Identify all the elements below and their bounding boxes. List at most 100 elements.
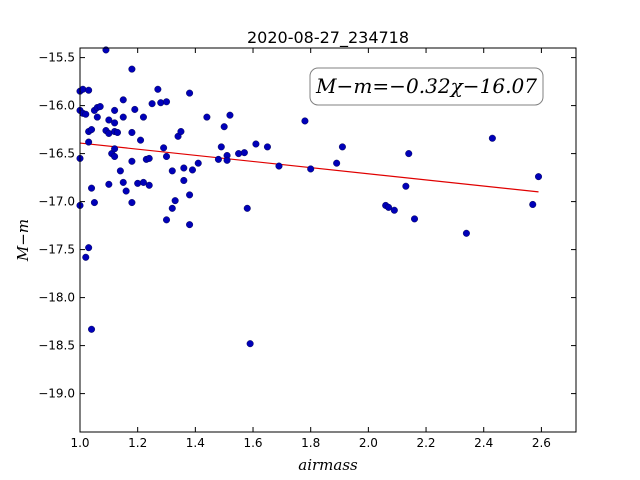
data-point-14: [85, 244, 93, 252]
data-point-81: [275, 162, 283, 170]
x-tick-label-6: 2.2: [416, 436, 435, 450]
data-point-80: [263, 143, 271, 151]
data-point-1: [79, 85, 87, 93]
data-point-60: [177, 128, 185, 136]
data-point-42: [134, 179, 142, 187]
data-point-24: [105, 180, 113, 188]
data-point-73: [223, 156, 231, 164]
data-point-11: [88, 184, 96, 192]
data-point-65: [186, 89, 194, 97]
data-point-51: [157, 99, 165, 107]
data-point-10: [88, 126, 96, 134]
data-point-56: [168, 167, 176, 175]
data-point-32: [116, 167, 124, 175]
data-point-18: [96, 103, 104, 111]
data-point-49: [148, 100, 156, 108]
annotation-box: [309, 67, 544, 106]
x-tick-label-1: 1.2: [128, 436, 147, 450]
data-point-52: [160, 144, 168, 152]
y-tick-label-6: −18.5: [38, 339, 75, 353]
data-point-74: [226, 111, 234, 119]
data-point-89: [402, 182, 410, 190]
data-point-67: [194, 159, 202, 167]
data-point-31: [111, 152, 119, 160]
data-point-91: [411, 215, 419, 223]
data-point-9: [85, 138, 93, 146]
data-point-87: [385, 203, 393, 211]
x-tick-label-7: 2.4: [474, 436, 493, 450]
data-point-50: [154, 85, 162, 93]
data-point-70: [217, 143, 225, 151]
x-tick-label-3: 1.6: [243, 436, 262, 450]
data-point-62: [180, 176, 188, 184]
data-point-39: [128, 157, 136, 165]
data-point-68: [203, 113, 211, 121]
data-point-34: [119, 96, 127, 104]
data-point-53: [163, 98, 171, 106]
data-point-43: [137, 136, 145, 144]
data-point-33: [119, 178, 127, 186]
data-point-77: [243, 204, 251, 212]
data-point-64: [186, 221, 194, 229]
data-point-58: [171, 197, 179, 205]
data-point-48: [145, 181, 153, 189]
data-point-55: [163, 216, 171, 224]
y-tick-label-3: −17.0: [38, 195, 75, 209]
data-point-7: [85, 86, 93, 94]
plot-area: [80, 48, 576, 432]
data-point-6: [82, 110, 90, 118]
data-point-26: [111, 106, 119, 114]
data-point-61: [180, 164, 188, 172]
data-point-71: [220, 123, 228, 131]
data-point-82: [301, 117, 309, 125]
data-point-22: [105, 116, 113, 124]
x-axis-label: airmass: [298, 456, 358, 474]
y-tick-label-5: −18.0: [38, 291, 75, 305]
x-tick-label-4: 1.8: [301, 436, 320, 450]
data-point-85: [338, 143, 346, 151]
data-point-94: [529, 200, 537, 208]
data-point-78: [246, 340, 254, 348]
data-point-36: [122, 187, 130, 195]
points-layer: [76, 46, 543, 348]
data-point-44: [139, 178, 147, 186]
data-point-95: [535, 173, 543, 181]
data-point-40: [128, 199, 136, 207]
x-tick-label-8: 2.6: [532, 436, 551, 450]
data-point-83: [307, 165, 315, 173]
data-point-47: [145, 154, 153, 162]
data-point-30: [111, 145, 119, 153]
data-point-13: [82, 253, 90, 261]
data-point-54: [163, 152, 171, 160]
x-tick-label-2: 1.4: [186, 436, 205, 450]
plot-frame: [79, 47, 577, 433]
data-point-84: [333, 159, 341, 167]
data-point-69: [214, 155, 222, 163]
y-tick-label-4: −17.5: [38, 243, 75, 257]
data-point-45: [139, 113, 147, 121]
annotation-text: M−m=−0.32χ−16.07: [315, 74, 537, 98]
y-axis-label: M−m: [14, 219, 32, 262]
data-point-15: [88, 325, 96, 333]
data-point-27: [111, 119, 119, 127]
x-tick-label-5: 2.0: [359, 436, 378, 450]
y-tick-label-7: −19.0: [38, 387, 75, 401]
y-axis: −15.5 −16.0 −16.5 −17.0 −17.5 −18.0 −18.5 −19.0: [38, 51, 576, 401]
data-point-19: [93, 113, 101, 121]
data-point-37: [128, 65, 136, 73]
data-point-76: [240, 149, 248, 157]
x-tick-label-0: 1.0: [70, 436, 89, 450]
data-point-93: [488, 134, 496, 142]
data-point-41: [131, 105, 139, 113]
data-point-75: [235, 150, 243, 158]
data-point-90: [405, 150, 413, 158]
x-axis: 1.0 1.2 1.4 1.6 1.8 2.0 2.2 2.4 2.6: [70, 48, 551, 450]
data-point-35: [119, 113, 127, 121]
data-point-79: [252, 140, 260, 148]
y-tick-label-1: −16.0: [38, 99, 75, 113]
data-point-57: [168, 204, 176, 212]
y-tick-label-2: −16.5: [38, 147, 75, 161]
data-point-29: [113, 128, 121, 136]
data-point-66: [188, 166, 196, 174]
